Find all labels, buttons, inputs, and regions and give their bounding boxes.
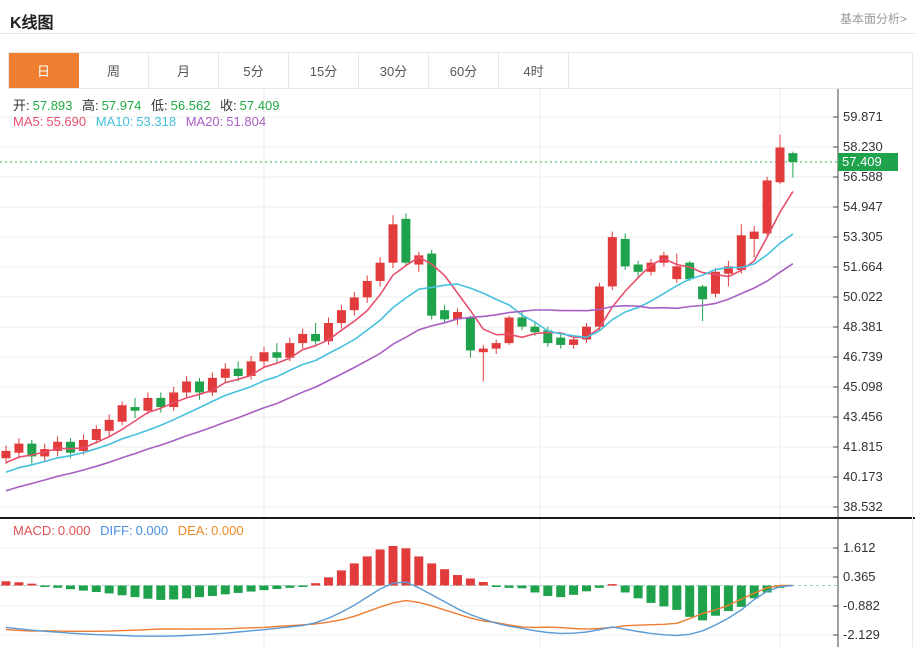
- low-label: 低:: [151, 98, 168, 113]
- svg-text:59.871: 59.871: [843, 109, 883, 124]
- svg-text:43.456: 43.456: [843, 409, 883, 424]
- ma20-value: 51.804: [226, 114, 267, 129]
- dea-label: DEA:: [177, 523, 209, 538]
- macd-chart: 1.612 0.365 -0.882 -2.129: [0, 519, 880, 647]
- tab-60m[interactable]: 60分: [429, 53, 499, 88]
- tab-week[interactable]: 周: [79, 53, 149, 88]
- ma10-value: 53.318: [136, 114, 177, 129]
- pane-divider: [0, 517, 915, 519]
- diff-label: DIFF:: [100, 523, 133, 538]
- tab-month[interactable]: 月: [149, 53, 219, 88]
- dea-value: 0.000: [211, 523, 244, 538]
- close-value: 57.409: [239, 98, 280, 113]
- svg-text:38.532: 38.532: [843, 499, 883, 514]
- high-label: 高:: [82, 98, 99, 113]
- svg-text:41.815: 41.815: [843, 439, 883, 454]
- svg-text:1.612: 1.612: [843, 540, 876, 555]
- svg-text:50.022: 50.022: [843, 289, 883, 304]
- svg-text:53.305: 53.305: [843, 229, 883, 244]
- svg-text:54.947: 54.947: [843, 199, 883, 214]
- ma10-label: MA10:: [95, 114, 134, 129]
- candlestick-chart: 59.871 58.230 56.588 54.947 53.305 51.664 50.0…: [0, 89, 898, 517]
- ohlc-info-row: 开: 57.893 高: 57.974 低: 56.562 收: 57.409: [13, 95, 285, 114]
- svg-text:51.664: 51.664: [843, 259, 883, 274]
- tab-5m[interactable]: 5分: [219, 53, 289, 88]
- open-label: 开:: [13, 98, 30, 113]
- open-value: 57.893: [32, 98, 73, 113]
- svg-text:-2.129: -2.129: [843, 627, 880, 642]
- interval-tabs: 日周月 5分 15分 30分 60分 4时: [8, 52, 913, 89]
- svg-text:56.588: 56.588: [843, 169, 883, 184]
- macd-value: 0.000: [57, 523, 91, 538]
- svg-text:40.173: 40.173: [843, 469, 883, 484]
- macd-info-row: MACD: 0.000 DIFF: 0.000 DEA: 0.000: [13, 523, 250, 538]
- fundamental-analysis-link[interactable]: 基本面分析>: [839, 12, 907, 26]
- svg-text:45.098: 45.098: [843, 379, 883, 394]
- svg-text:48.381: 48.381: [843, 319, 883, 334]
- close-label: 收:: [220, 98, 237, 113]
- page-title: K线图: [10, 15, 54, 32]
- svg-text:58.230: 58.230: [843, 139, 883, 154]
- svg-text:46.739: 46.739: [843, 349, 883, 364]
- ma20-label: MA20:: [185, 114, 224, 129]
- tab-4h[interactable]: 4时: [499, 53, 569, 88]
- macd-label: MACD:: [13, 523, 55, 538]
- svg-text:-0.882: -0.882: [843, 598, 880, 613]
- ma5-value: 55.690: [46, 114, 87, 129]
- chart-right-border: [912, 52, 913, 647]
- ma5-label: MA5:: [13, 114, 44, 129]
- tab-30m[interactable]: 30分: [359, 53, 429, 88]
- tab-15m[interactable]: 15分: [289, 53, 359, 88]
- svg-text:57.409: 57.409: [842, 154, 882, 169]
- diff-value: 0.000: [135, 523, 169, 538]
- low-value: 56.562: [170, 98, 211, 113]
- svg-text:0.365: 0.365: [843, 569, 876, 584]
- tab-day[interactable]: 日: [9, 53, 79, 88]
- header-divider: [0, 33, 915, 34]
- high-value: 57.974: [101, 98, 142, 113]
- ma-info-row: MA5: 55.690 MA10: 53.318 MA20: 51.804: [13, 114, 272, 129]
